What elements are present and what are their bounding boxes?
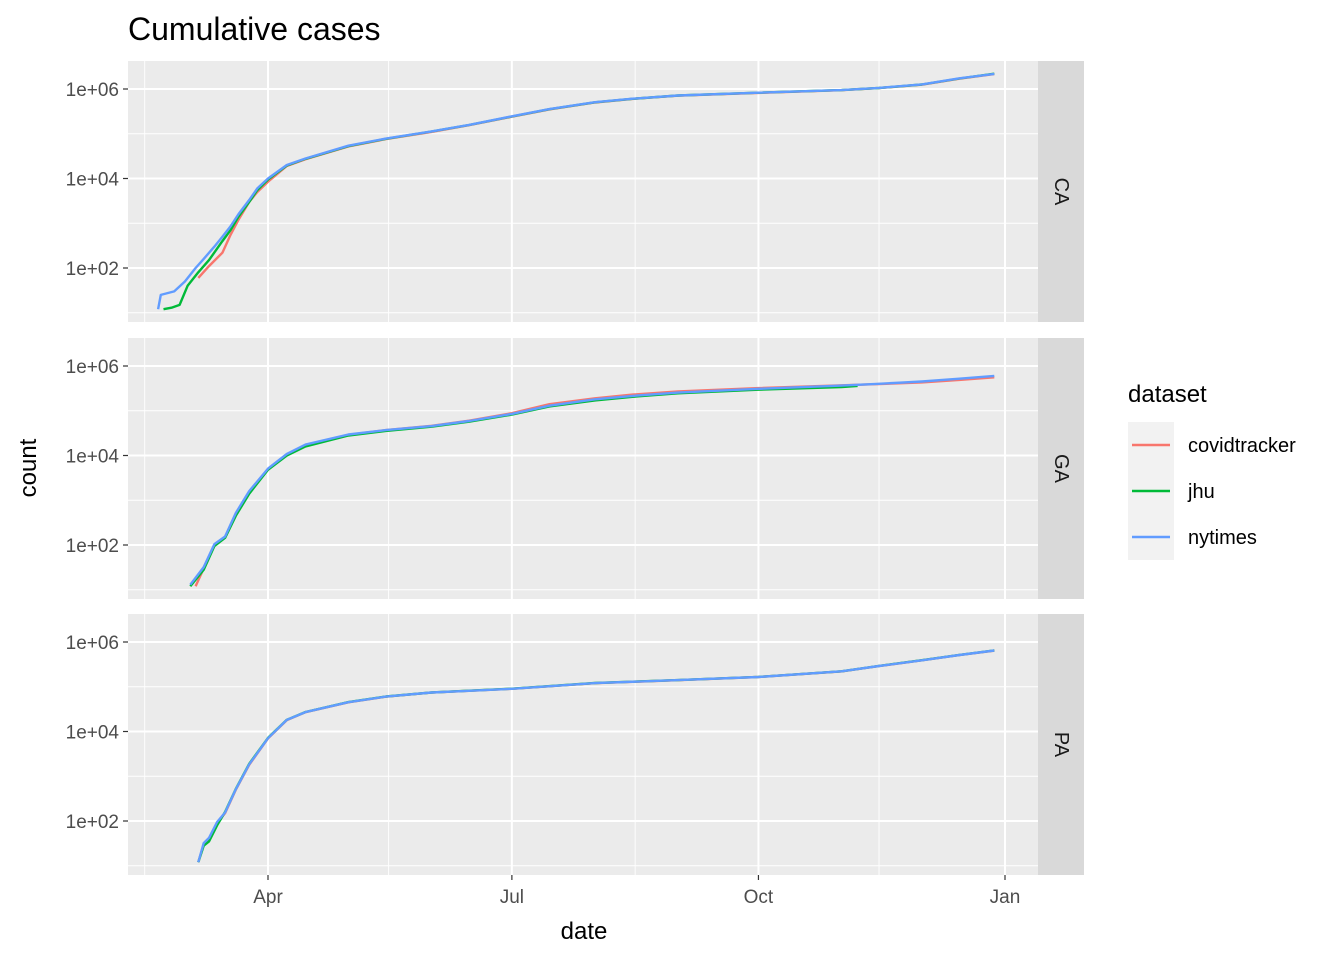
facet-strip-label: CA: [1050, 178, 1072, 206]
x-tick-label: Jul: [500, 887, 524, 908]
y-tick-label: 1e+04: [66, 447, 120, 468]
series-line-nytimes: [189, 374, 995, 586]
chart-title: Cumulative cases: [128, 11, 381, 47]
legend-label: jhu: [1187, 481, 1215, 503]
legend-item-jhu: jhu: [1128, 468, 1215, 514]
facet-strip: [1038, 614, 1084, 875]
legend-item-covidtracker: covidtracker: [1128, 422, 1296, 468]
panel-background: [128, 614, 1038, 875]
y-tick-label: 1e+02: [66, 812, 119, 833]
y-tick-label: 1e+02: [66, 259, 119, 280]
panel-background: [128, 61, 1038, 322]
y-tick-label: 1e+02: [66, 536, 119, 557]
facet-strip: [1038, 338, 1084, 599]
x-tick-label: Jan: [990, 887, 1021, 908]
legend-title: dataset: [1128, 381, 1207, 408]
panel-ca: 1e+02 1e+04 1e+06 CA: [66, 61, 1084, 322]
x-axis-title: date: [561, 918, 608, 945]
y-tick-label: 1e+06: [66, 633, 119, 654]
panel-ga: 1e+02 1e+04 1e+06 GA: [66, 338, 1084, 599]
panel-background: [128, 338, 1038, 599]
facet-strip: [1038, 61, 1084, 322]
y-tick-label: 1e+06: [66, 80, 119, 101]
series-lines: [189, 374, 995, 587]
legend-item-nytimes: nytimes: [1128, 514, 1257, 560]
facet-panels: 1e+021e+041e+06CA1e+021e+041e+06GA1e+021…: [66, 61, 1084, 875]
series-lines: [156, 72, 995, 311]
gridlines: [128, 61, 1038, 322]
legend: dataset covidtracker jhu nytimes: [1128, 381, 1296, 560]
series-line-nytimes: [156, 72, 995, 310]
panel-pa: 1e+02 1e+04 1e+06 PA: [66, 614, 1084, 875]
legend-label: nytimes: [1188, 527, 1257, 549]
facet-strip-label: PA: [1050, 732, 1072, 758]
y-axis-title: count: [15, 438, 42, 497]
y-tick-label: 1e+06: [66, 357, 119, 378]
legend-label: covidtracker: [1188, 435, 1296, 457]
series-line-nytimes: [197, 649, 995, 863]
legend-keys: covidtracker jhu nytimes: [1128, 422, 1296, 560]
x-tick-label: Oct: [744, 887, 774, 908]
y-tick-label: 1e+04: [66, 170, 120, 191]
x-axis: Apr Jul Oct Jan: [253, 875, 1020, 908]
gridlines: [128, 614, 1038, 875]
y-tick-label: 1e+04: [66, 723, 120, 744]
facet-strip-label: GA: [1050, 454, 1072, 484]
x-tick-label: Apr: [253, 887, 283, 908]
series-lines: [197, 649, 995, 863]
